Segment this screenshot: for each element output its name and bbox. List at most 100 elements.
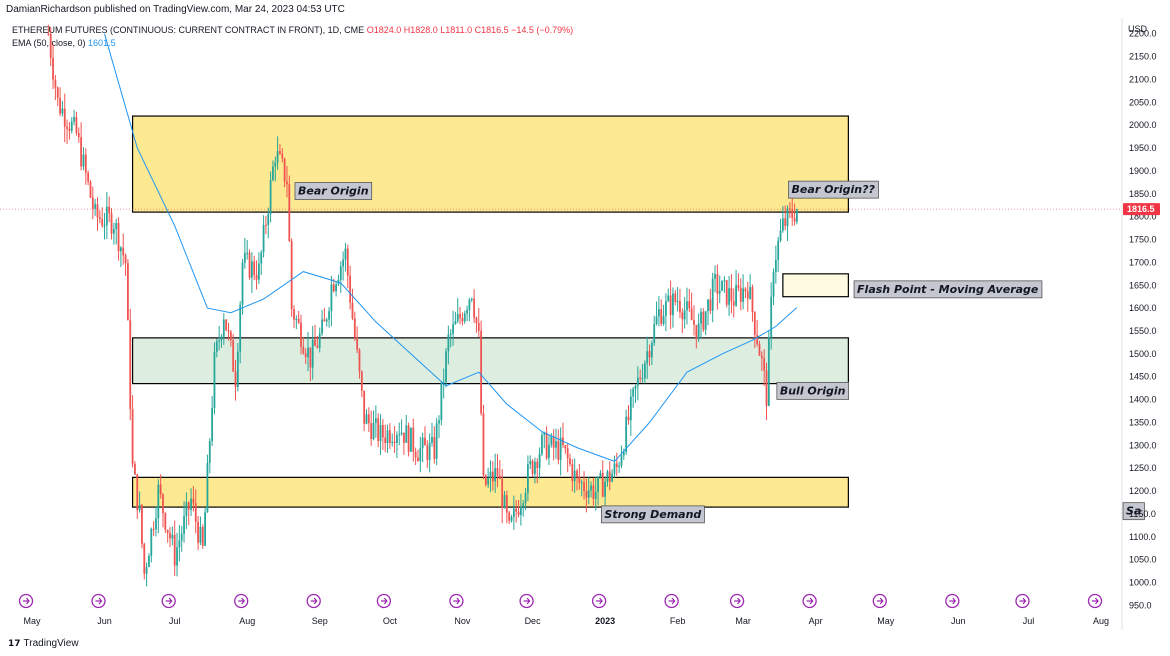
candle [468, 298, 471, 321]
event-arrow-icon[interactable] [664, 593, 679, 609]
candle-body [87, 172, 90, 182]
event-arrow-icon[interactable] [519, 593, 534, 609]
event-arrow-icon[interactable] [872, 593, 887, 609]
candle [410, 427, 412, 453]
candle [61, 100, 64, 117]
candle [267, 207, 270, 239]
candle [674, 289, 677, 306]
event-arrow-icon[interactable] [802, 593, 817, 609]
event-arrow-icon[interactable] [591, 593, 607, 609]
candle-body [169, 533, 171, 539]
candle-body [599, 472, 602, 477]
candle [169, 527, 171, 548]
candle [360, 370, 363, 398]
candle-body [573, 470, 576, 482]
event-arrow-icon[interactable] [91, 593, 106, 609]
candle [758, 340, 761, 356]
event-arrow-icon[interactable] [161, 593, 176, 609]
event-arrow-icon[interactable] [449, 593, 464, 609]
candle-body [634, 385, 637, 389]
candle-body [601, 472, 604, 497]
event-icon-arrow [95, 597, 103, 605]
bull-origin-zone[interactable] [131, 337, 849, 385]
candle-body [508, 512, 511, 521]
candle-body [157, 484, 160, 519]
candle [260, 250, 263, 275]
event-icon-arrow [806, 597, 814, 605]
candle [620, 445, 623, 469]
candle [419, 436, 422, 473]
candle [220, 334, 223, 348]
candle [688, 288, 691, 313]
candle [629, 388, 632, 436]
candle [52, 43, 54, 90]
candle-body [442, 381, 445, 383]
x-tick-label: Jul [169, 616, 181, 626]
event-arrow-icon[interactable] [1087, 593, 1103, 609]
candle [772, 268, 775, 306]
candle-body [377, 418, 380, 442]
candle-body [314, 339, 316, 346]
x-tick-label: Feb [670, 616, 686, 626]
candle-body [246, 252, 249, 254]
tradingview-brand: TradingView [23, 638, 79, 649]
candle [234, 359, 237, 401]
candle [770, 282, 773, 350]
candle [555, 428, 557, 459]
candle [686, 287, 688, 325]
candle-body [176, 547, 178, 566]
candle-body [122, 247, 125, 256]
candle [531, 459, 534, 477]
bear-origin-zone[interactable] [131, 115, 849, 213]
candle-body [557, 441, 560, 460]
candle [543, 431, 546, 449]
candle-body [746, 291, 749, 299]
candle-body [482, 413, 485, 476]
candle-body [150, 528, 153, 556]
event-arrow-icon[interactable] [729, 593, 745, 609]
candle-body [141, 504, 143, 544]
candle-body [737, 285, 740, 288]
event-arrow-icon[interactable] [1015, 593, 1030, 609]
candle-body [636, 377, 639, 386]
x-tick-label: Jun [97, 616, 112, 626]
candle-body [428, 442, 431, 461]
candle-body [714, 274, 716, 279]
candle-body [119, 247, 122, 252]
candle [767, 330, 770, 407]
candle [194, 489, 197, 534]
candle-body [190, 498, 192, 510]
candle-body [192, 498, 195, 504]
candle-body [386, 430, 389, 443]
candle-body [564, 445, 567, 449]
flash-point-zone[interactable] [782, 273, 849, 298]
candle-body [227, 330, 230, 332]
candle [709, 288, 712, 315]
candle-body [267, 213, 270, 226]
candle-body [166, 529, 169, 534]
event-arrow-icon[interactable] [306, 593, 321, 609]
candle [185, 492, 188, 530]
event-arrow-icon[interactable] [376, 593, 392, 609]
candle-body [774, 259, 777, 273]
candle-body [487, 478, 490, 485]
event-arrow-icon[interactable] [18, 593, 34, 609]
candle-body [578, 476, 581, 483]
candle-body [786, 208, 789, 226]
candle-body [351, 302, 354, 319]
candle [246, 239, 249, 260]
candle [484, 474, 487, 487]
candle-body [136, 474, 139, 511]
candle-body [527, 464, 529, 493]
x-tick-label: Aug [1093, 616, 1109, 626]
candle [463, 310, 466, 324]
candle-body [407, 425, 410, 452]
candle [403, 432, 405, 455]
candle [215, 338, 218, 358]
candle [115, 218, 118, 245]
candle-body [396, 435, 398, 443]
event-arrow-icon[interactable] [234, 593, 249, 609]
candle-body [400, 432, 403, 435]
event-arrow-icon[interactable] [945, 593, 960, 609]
